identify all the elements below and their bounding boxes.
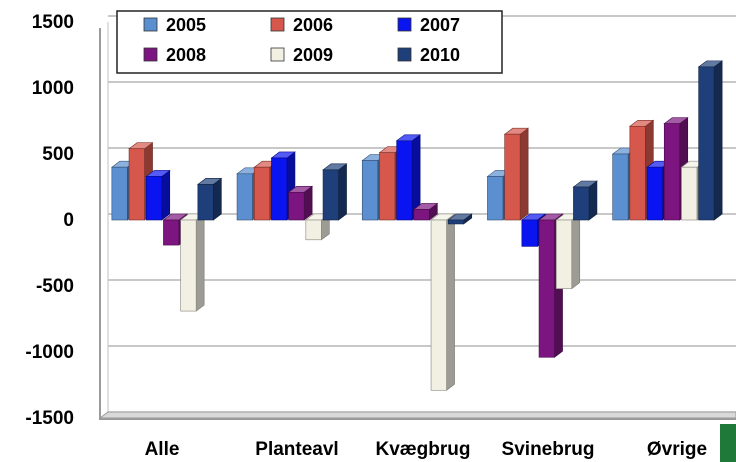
bar-2010-Alle (196, 177, 223, 221)
legend-item-2008: 2008 (143, 45, 206, 65)
bar-2008-Planteavl (287, 185, 314, 221)
x-category-label: Planteavl (255, 439, 338, 460)
x-category-label: Svinebrug (502, 439, 595, 460)
bar-2009-Alle (179, 213, 206, 312)
bar-2010-Planteavl (322, 163, 348, 221)
y-tick-label: -500 (36, 276, 74, 297)
logo-corner (720, 424, 736, 462)
bar-2008-Kvægbrug (412, 202, 439, 221)
legend-swatch (397, 17, 412, 32)
bar-2010-Øvrige (697, 60, 724, 221)
y-tick-label: -1500 (25, 408, 74, 429)
legend-item-2006: 2006 (270, 15, 333, 35)
y-tick-label: -1000 (25, 342, 74, 363)
legend-swatch (143, 17, 158, 32)
legend-label: 2009 (293, 45, 333, 65)
x-category-label: Øvrige (647, 439, 707, 460)
legend-swatch (397, 47, 412, 62)
legend-swatch (270, 17, 285, 32)
bar-2006-Svinebrug (503, 127, 530, 221)
bars (110, 60, 724, 391)
bar-2010-Kvægbrug (447, 213, 473, 225)
legend-label: 2007 (420, 15, 460, 35)
bar-2010-Svinebrug (572, 180, 598, 221)
legend-label: 2010 (420, 45, 460, 65)
legend-item-2009: 2009 (270, 45, 333, 65)
x-category-label: Alle (145, 439, 180, 460)
bar-2007-Kvægbrug (395, 134, 422, 221)
plot-frame (98, 22, 736, 420)
x-axis: Alle Planteavl Kvægbrug Svinebrug Øvrige (145, 439, 708, 460)
bar-2009-Kvægbrug (430, 213, 456, 391)
y-tick-label: 0 (63, 210, 74, 231)
bar-2007-Alle (145, 169, 171, 221)
legend-item-2010: 2010 (397, 45, 460, 65)
floor (98, 411, 736, 419)
legend-item-2005: 2005 (143, 15, 206, 35)
y-tick-label: 1000 (32, 78, 74, 99)
legend-label: 2006 (293, 15, 333, 35)
y-tick-label: 1500 (32, 12, 74, 33)
y-axis: 1500 1000 500 0 -500 -1000 -1500 (25, 12, 74, 429)
legend-box (116, 10, 503, 74)
legend-swatch (270, 47, 285, 62)
legend-swatch (143, 47, 158, 62)
legend: 2005 2006 2007 2008 2009 2010 (116, 10, 503, 74)
legend-label: 2005 (166, 15, 206, 35)
y-tick-label: 500 (42, 144, 74, 165)
bar-2009-Svinebrug (555, 213, 581, 290)
legend-label: 2008 (166, 45, 206, 65)
x-category-label: Kvægbrug (376, 439, 471, 460)
legend-item-2007: 2007 (397, 15, 460, 35)
